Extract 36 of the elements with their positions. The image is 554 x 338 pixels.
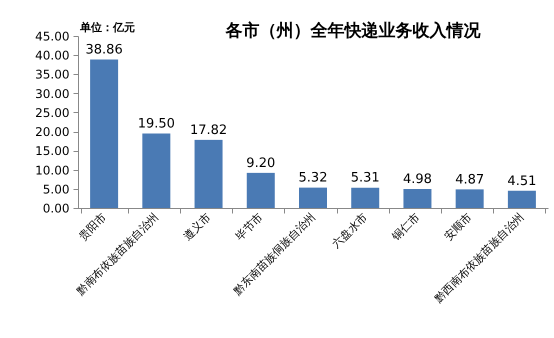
- data-label: 5.31: [350, 170, 380, 186]
- x-tick-label: 铜仁市: [388, 210, 422, 244]
- x-tick-label: 安顺市: [442, 210, 474, 244]
- y-tick-label: 5.00: [42, 182, 70, 196]
- bar: [142, 133, 170, 208]
- bar: [90, 59, 118, 208]
- data-label: 4.98: [402, 172, 432, 187]
- y-tick-label: 10.00: [35, 163, 70, 178]
- bar: [351, 188, 380, 208]
- bar: [456, 189, 484, 208]
- data-label: 4.87: [455, 172, 484, 188]
- x-tick-label: 毕节市: [232, 210, 266, 244]
- data-label: 5.32: [298, 170, 328, 186]
- data-label: 19.50: [138, 116, 175, 132]
- bar: [299, 188, 327, 208]
- x-tick-label: 遵义市: [180, 210, 214, 244]
- data-label: 17.82: [190, 122, 228, 138]
- bar: [246, 172, 275, 208]
- chart-title: 各市（州）全年快递业务收入情况: [224, 21, 482, 41]
- y-tick-label: 30.00: [35, 86, 70, 101]
- y-tick-label: 0.00: [42, 202, 70, 216]
- y-tick-label: 45.00: [35, 30, 70, 44]
- x-tick-label: 贵阳市: [76, 210, 109, 244]
- text: 单位：亿元: [79, 21, 135, 34]
- bar: [194, 140, 223, 208]
- y-tick-label: 40.00: [35, 48, 70, 63]
- y-tick-label: 15.00: [35, 144, 70, 158]
- y-tick-label: 20.00: [35, 125, 70, 140]
- y-tick-label: 35.00: [35, 68, 70, 82]
- bar: [508, 190, 536, 208]
- data-label: 38.86: [86, 42, 123, 58]
- bar: [403, 188, 432, 208]
- y-tick-label: 25.00: [35, 106, 70, 120]
- data-label: 9.20: [246, 156, 276, 171]
- data-label: 4.51: [507, 174, 536, 189]
- x-tick-label: 六盘水市: [330, 210, 370, 251]
